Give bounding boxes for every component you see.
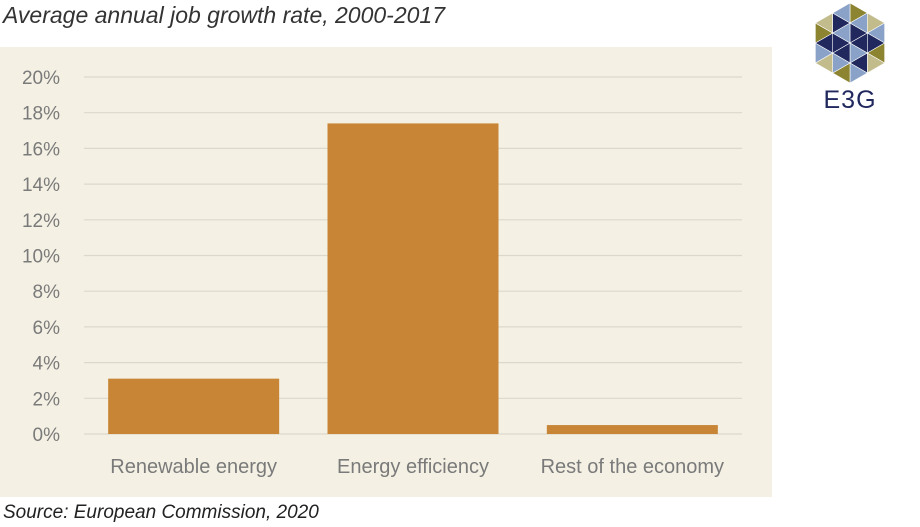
y-tick-label: 16% — [22, 139, 60, 160]
chart-title: Average annual job growth rate, 2000-201… — [3, 2, 446, 28]
x-category-label: Renewable energy — [110, 456, 277, 478]
e3g-logo-icon — [814, 2, 886, 84]
y-tick-label: 0% — [33, 425, 61, 446]
y-tick-label: 2% — [33, 389, 61, 410]
y-tick-label: 14% — [22, 175, 60, 196]
y-tick-label: 18% — [22, 104, 60, 125]
x-category-label: Energy efficiency — [337, 456, 489, 478]
y-tick-label: 4% — [33, 354, 61, 375]
y-tick-label: 12% — [22, 211, 60, 232]
y-tick-label: 20% — [22, 68, 60, 89]
y-tick-label: 8% — [33, 282, 61, 303]
logo-triangles — [814, 2, 886, 84]
bar-energy-efficiency — [327, 123, 499, 434]
logo-text: E3G — [823, 86, 877, 114]
bar-renewable-energy — [108, 378, 280, 434]
x-category-label: Rest of the economy — [541, 456, 724, 478]
y-tick-label: 6% — [33, 318, 61, 339]
source-note: Source: European Commission, 2020 — [3, 502, 319, 523]
y-tick-label: 10% — [22, 247, 60, 268]
bar-rest-of-the-economy — [546, 425, 718, 434]
logo-triangle — [832, 2, 851, 24]
